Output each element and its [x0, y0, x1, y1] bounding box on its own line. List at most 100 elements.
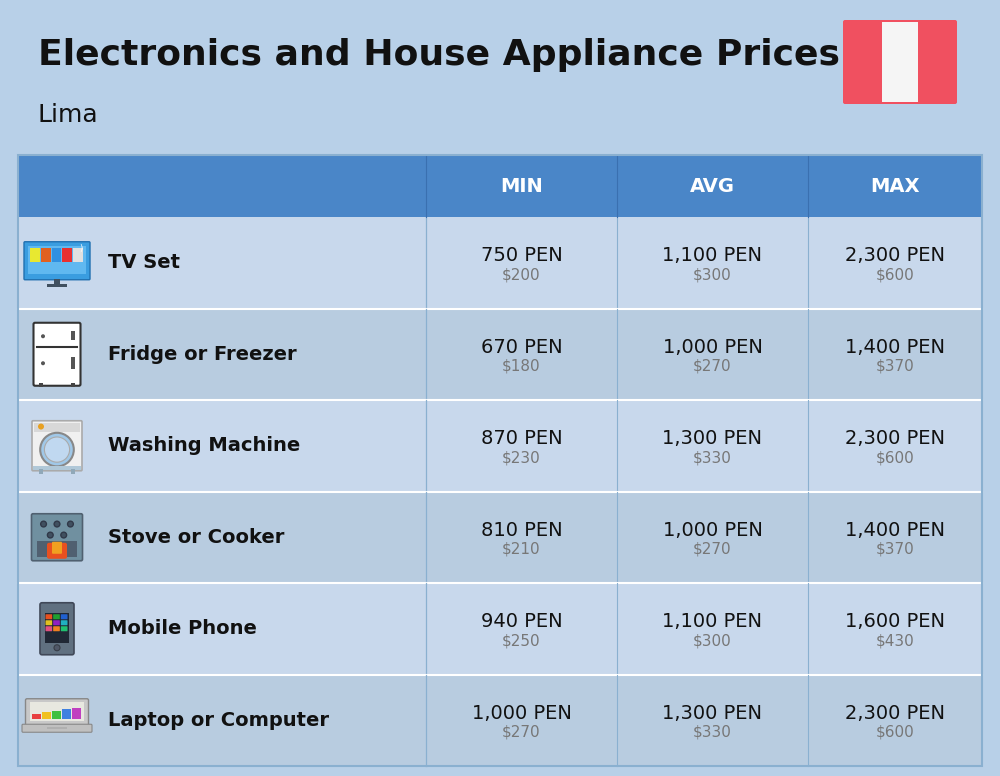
- Bar: [71, 331, 75, 340]
- Text: $250: $250: [502, 633, 541, 648]
- Bar: [18, 309, 982, 400]
- Text: 1,400 PEN: 1,400 PEN: [845, 521, 945, 540]
- Bar: [42, 712, 51, 719]
- FancyBboxPatch shape: [61, 620, 68, 625]
- FancyBboxPatch shape: [843, 20, 957, 104]
- Bar: [34, 423, 80, 432]
- Text: MIN: MIN: [500, 176, 543, 196]
- Bar: [18, 155, 982, 217]
- Text: 1,300 PEN: 1,300 PEN: [662, 429, 763, 449]
- Text: $600: $600: [876, 725, 914, 740]
- Text: 2,300 PEN: 2,300 PEN: [845, 246, 945, 265]
- Text: Washing Machine: Washing Machine: [108, 436, 300, 456]
- Text: Fridge or Freezer: Fridge or Freezer: [108, 345, 297, 364]
- Bar: [882, 22, 918, 102]
- Text: MAX: MAX: [870, 176, 920, 196]
- Bar: [18, 674, 982, 766]
- Bar: [47, 284, 67, 287]
- FancyBboxPatch shape: [24, 242, 90, 280]
- Text: Mobile Phone: Mobile Phone: [108, 619, 257, 638]
- Text: $180: $180: [502, 359, 541, 374]
- Bar: [30, 248, 40, 262]
- Text: Laptop or Computer: Laptop or Computer: [108, 711, 329, 729]
- FancyBboxPatch shape: [34, 323, 80, 386]
- Text: 670 PEN: 670 PEN: [481, 338, 562, 357]
- Bar: [47, 727, 67, 729]
- FancyBboxPatch shape: [53, 615, 60, 619]
- Bar: [918, 22, 955, 102]
- Bar: [73, 248, 83, 262]
- Text: $200: $200: [502, 267, 541, 282]
- Circle shape: [38, 424, 44, 430]
- Circle shape: [41, 521, 46, 527]
- Text: 870 PEN: 870 PEN: [481, 429, 562, 449]
- Bar: [18, 491, 982, 583]
- Circle shape: [68, 521, 73, 527]
- Text: 1,300 PEN: 1,300 PEN: [662, 704, 763, 722]
- Bar: [32, 714, 41, 719]
- FancyBboxPatch shape: [46, 626, 52, 631]
- Bar: [71, 383, 75, 387]
- Text: $210: $210: [502, 542, 541, 556]
- Text: 1,100 PEN: 1,100 PEN: [662, 246, 763, 265]
- Text: $600: $600: [876, 450, 914, 466]
- FancyBboxPatch shape: [61, 626, 68, 631]
- Bar: [28, 246, 86, 274]
- Bar: [62, 709, 71, 719]
- FancyBboxPatch shape: [22, 724, 92, 733]
- Text: $430: $430: [876, 633, 914, 648]
- FancyBboxPatch shape: [53, 620, 60, 625]
- Bar: [71, 357, 75, 369]
- Text: $330: $330: [693, 725, 732, 740]
- Text: $270: $270: [502, 725, 541, 740]
- Text: 1,400 PEN: 1,400 PEN: [845, 338, 945, 357]
- Circle shape: [41, 362, 45, 365]
- Circle shape: [41, 334, 45, 338]
- Circle shape: [54, 521, 60, 527]
- Bar: [18, 583, 982, 674]
- FancyBboxPatch shape: [47, 542, 67, 559]
- Bar: [39, 469, 43, 474]
- Text: $270: $270: [693, 542, 732, 556]
- Text: $300: $300: [693, 267, 732, 282]
- FancyBboxPatch shape: [46, 615, 52, 619]
- Text: 1,000 PEN: 1,000 PEN: [663, 338, 762, 357]
- Circle shape: [47, 532, 53, 538]
- Text: Stove or Cooker: Stove or Cooker: [108, 528, 284, 547]
- Circle shape: [61, 532, 67, 538]
- Text: Lima: Lima: [38, 103, 99, 127]
- FancyBboxPatch shape: [32, 514, 82, 561]
- Bar: [72, 708, 81, 719]
- Text: 940 PEN: 940 PEN: [481, 612, 562, 631]
- Text: 2,300 PEN: 2,300 PEN: [845, 704, 945, 722]
- Text: 1,000 PEN: 1,000 PEN: [663, 521, 762, 540]
- Bar: [45, 613, 69, 643]
- Text: AVG: AVG: [690, 176, 735, 196]
- Bar: [41, 248, 51, 262]
- Bar: [37, 541, 77, 557]
- Bar: [39, 383, 43, 387]
- Circle shape: [54, 645, 60, 651]
- Text: 2,300 PEN: 2,300 PEN: [845, 429, 945, 449]
- Text: 1,100 PEN: 1,100 PEN: [662, 612, 763, 631]
- Text: 750 PEN: 750 PEN: [481, 246, 562, 265]
- Text: TV Set: TV Set: [108, 253, 180, 272]
- Text: 1,000 PEN: 1,000 PEN: [472, 704, 571, 722]
- FancyBboxPatch shape: [26, 698, 88, 726]
- Text: $370: $370: [876, 359, 914, 374]
- Text: $300: $300: [693, 633, 732, 648]
- Text: $270: $270: [693, 359, 732, 374]
- FancyBboxPatch shape: [61, 615, 68, 619]
- Text: ): ): [79, 244, 83, 253]
- Bar: [52, 248, 61, 262]
- Bar: [62, 248, 72, 262]
- FancyBboxPatch shape: [46, 620, 52, 625]
- Bar: [30, 702, 84, 721]
- Text: $330: $330: [693, 450, 732, 466]
- Text: $370: $370: [876, 542, 914, 556]
- FancyBboxPatch shape: [32, 421, 82, 471]
- Bar: [33, 466, 81, 469]
- Text: $600: $600: [876, 267, 914, 282]
- Bar: [18, 400, 982, 491]
- FancyBboxPatch shape: [52, 542, 62, 554]
